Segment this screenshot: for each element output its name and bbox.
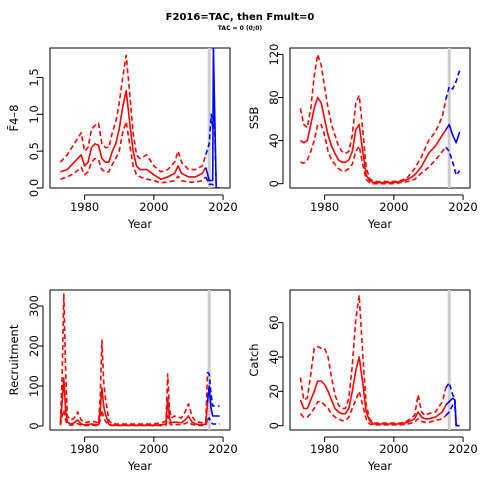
catch-series-group (299, 294, 460, 427)
f-plot-frame (49, 47, 231, 189)
recruitment-y-tick-label: 300 (27, 295, 41, 317)
ssb-x-tick-label: 1980 (310, 200, 339, 214)
f-series-group (59, 48, 220, 188)
recruitment-y-tick-label: 0 (27, 422, 41, 429)
ssb-x-tick-label: 2020 (448, 200, 477, 214)
catch-historical-lower-line (299, 390, 447, 426)
f-x-tick-label: 1980 (70, 200, 99, 214)
ssb-historical-median-line (299, 96, 447, 184)
f-historical-upper-line (59, 54, 207, 173)
ssb-y-tick-label: 80 (267, 90, 281, 105)
recruitment-projection-median-line (206, 385, 220, 417)
recruitment-x-tick-label: 1980 (70, 442, 99, 456)
ssb-y-tick-label: 40 (267, 133, 281, 148)
recruitment-y-axis-label: Recruitment (7, 324, 21, 395)
ssb-x-tick-label: 2000 (379, 200, 408, 214)
catch-x-tick-label: 1980 (310, 442, 339, 456)
f-y-axis-label: F̄4–8 (7, 105, 21, 132)
recruitment-plot-frame (49, 289, 231, 431)
catch-y-tick-label: 0 (267, 422, 281, 429)
catch-y-tick-label: 20 (267, 384, 281, 399)
catch-y-tick-label: 40 (267, 350, 281, 365)
catch-historical-upper-line (299, 294, 447, 424)
ssb-y-axis-label: SSB (247, 107, 261, 130)
f-y-tick-label: 1.0 (27, 105, 41, 123)
catch-historical-median-line (299, 356, 447, 425)
recruitment-historical-median-line (59, 377, 209, 426)
catch-projection-lower-line (445, 404, 460, 427)
f-projection-upper-line (205, 113, 220, 188)
ssb-historical-upper-line (299, 53, 447, 183)
recruitment-projection-upper-line (206, 371, 220, 407)
ssb-y-tick-label: 120 (267, 43, 281, 65)
f-projection-median-line (205, 48, 220, 188)
catch-x-axis-label: Year (367, 459, 393, 473)
catch-y-axis-label: Catch (247, 343, 261, 376)
f-historical-median-line (60, 89, 207, 180)
f-y-tick-label: 1.5 (27, 68, 41, 86)
f-y-tick-label: 0.5 (27, 142, 41, 160)
recruitment-historical-upper-line (59, 293, 209, 425)
ssb-projection-median-line (445, 123, 461, 144)
ssb-projection-upper-line (445, 70, 461, 100)
recruitment-x-tick-label: 2000 (139, 442, 168, 456)
panel-catch: 1980 2000 2020 0 20 40 60 Year Catch (247, 289, 478, 473)
f-x-tick-label: 2020 (208, 200, 237, 214)
recruitment-x-axis-label: Year (127, 459, 153, 473)
f-y-tick-label: 0.0 (27, 179, 41, 197)
recruitment-y-tick-label: 200 (27, 335, 41, 357)
panel-recruitment: 1980 2000 2020 0 100 200 300 Year Recruitment (7, 289, 238, 473)
panel-ssb: 1980 2000 2020 0 40 80 120 Year SSB (247, 43, 478, 231)
f-historical-lower-line (60, 120, 207, 184)
recruitment-historical-lower-line (59, 409, 209, 427)
figure-subtitle: TAC = 0 (0;0) (218, 25, 263, 32)
catch-plot-frame (289, 289, 471, 431)
ssb-historical-lower-line (300, 123, 447, 185)
ssb-y-tick-label: 0 (267, 180, 281, 187)
f-x-tick-label: 2000 (139, 200, 168, 214)
ssb-projection-lower-line (445, 146, 461, 176)
ssb-x-axis-label: Year (367, 217, 393, 231)
ssb-plot-frame (289, 47, 471, 189)
recruitment-projection-lower-line (206, 417, 220, 425)
figure-title: F2016=TAC, then Fmult=0 (166, 12, 315, 23)
catch-x-tick-label: 2020 (448, 442, 477, 456)
recruitment-x-tick-label: 2020 (208, 442, 237, 456)
catch-y-tick-label: 60 (267, 315, 281, 330)
f-x-axis-label: Year (127, 217, 153, 231)
ssb-series-group (299, 53, 461, 185)
panel-f: 1980 2000 2020 0.0 0.5 1.0 1.5 Year F̄4–8 (7, 47, 238, 231)
recruitment-y-tick-label: 100 (27, 375, 41, 397)
f-projection-lower-line (205, 176, 220, 188)
recruitment-series-group (59, 293, 220, 427)
catch-x-tick-label: 2000 (379, 442, 408, 456)
